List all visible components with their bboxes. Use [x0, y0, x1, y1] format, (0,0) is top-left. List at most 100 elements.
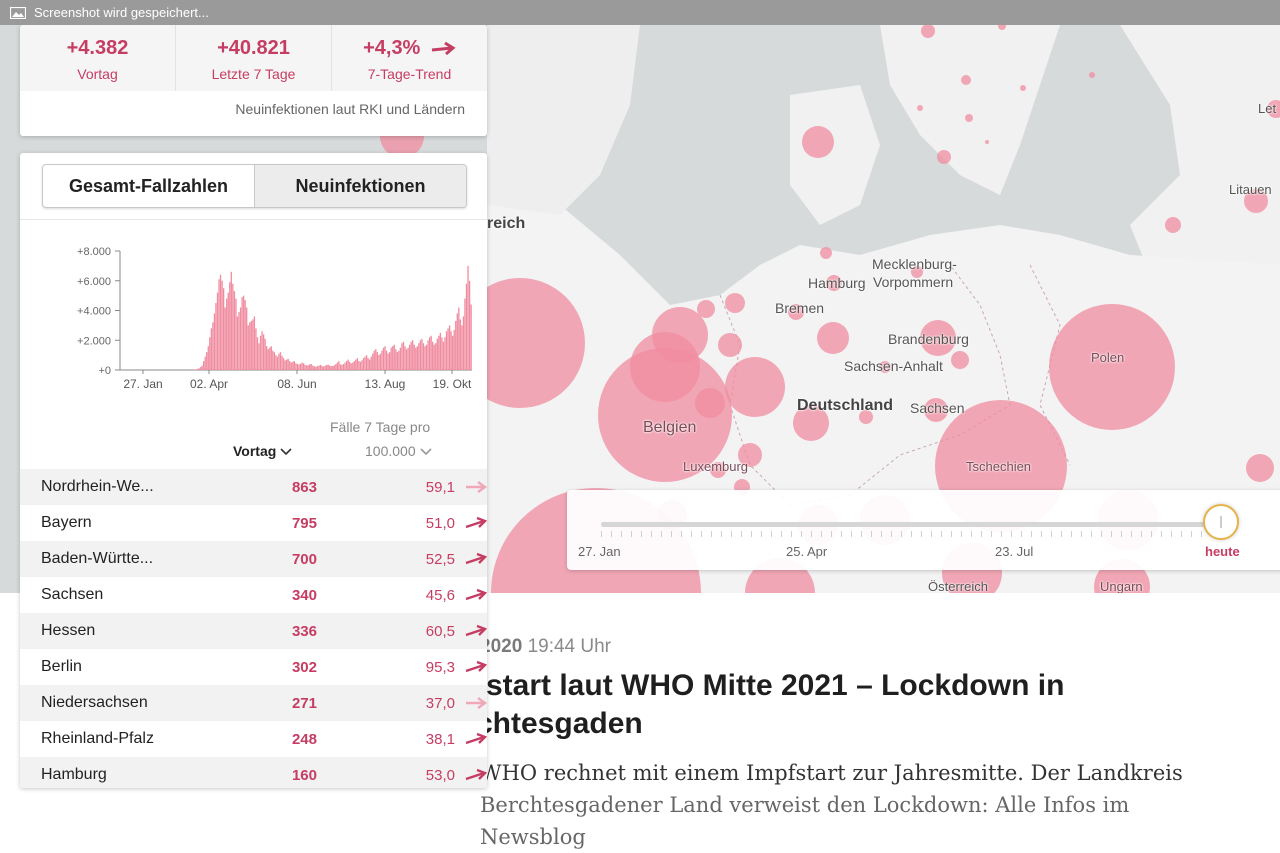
- chart-bar: [424, 346, 425, 370]
- chart-bar: [395, 349, 396, 370]
- chevron-down-icon[interactable]: [280, 448, 292, 456]
- article-headline[interactable]: fstart laut WHO Mitte 2021 – Lockdown in…: [476, 667, 1196, 743]
- headline-line-1[interactable]: fstart laut WHO Mitte 2021 – Lockdown in: [476, 667, 1196, 705]
- chart-bar: [381, 351, 382, 370]
- chart-bar: [238, 312, 239, 370]
- state-name[interactable]: Hamburg: [41, 766, 181, 784]
- chart-bar: [195, 369, 196, 370]
- chart-bar: [464, 299, 465, 370]
- chart-bar: [386, 351, 387, 370]
- chart-bar: [460, 319, 461, 370]
- trend-up-arrow-icon: [465, 768, 487, 782]
- state-vortag: 160: [181, 767, 317, 784]
- map-label-luxemburg: Luxemburg: [683, 459, 748, 474]
- chart-bar: [429, 337, 430, 370]
- timeline-track[interactable]: [601, 522, 1221, 527]
- timeline-handle[interactable]: [1203, 504, 1239, 540]
- timeline-ticks: [601, 531, 1221, 537]
- chart-bar: [369, 360, 370, 370]
- chart-bar: [458, 308, 459, 370]
- trend-right-arrow-icon: [465, 480, 487, 494]
- state-inzidenz: 37,0: [317, 695, 455, 712]
- state-name[interactable]: Nordrhein-We...: [41, 478, 181, 496]
- chart-bar: [229, 282, 230, 370]
- col-header-inzidenz-label[interactable]: 100.000: [365, 443, 416, 459]
- state-vortag: 700: [181, 551, 317, 568]
- state-name[interactable]: Berlin: [41, 658, 181, 676]
- state-name[interactable]: Bayern: [41, 514, 181, 532]
- chart-bar: [252, 319, 253, 370]
- chart-bar: [452, 336, 453, 370]
- map-label-polen: Polen: [1091, 350, 1124, 365]
- state-name[interactable]: Hessen: [41, 622, 181, 640]
- chart-bar: [277, 357, 278, 370]
- chart-bar: [271, 346, 272, 370]
- trend-up-arrow-icon: [465, 516, 487, 530]
- chart-bar: [420, 340, 421, 370]
- chart-bar: [321, 366, 322, 370]
- y-tick-label: +6.000: [77, 276, 111, 288]
- chart-bar: [380, 354, 381, 370]
- chart-bar: [294, 361, 295, 370]
- chart-bar: [447, 328, 448, 370]
- chart-bar: [263, 334, 264, 370]
- state-name[interactable]: Baden-Württe...: [41, 550, 181, 568]
- chevron-down-icon[interactable]: [420, 448, 432, 456]
- col-header-vortag-label[interactable]: Vortag: [233, 443, 276, 459]
- col-header-inzidenz[interactable]: 100.000: [365, 443, 432, 459]
- chart-bar: [217, 293, 218, 370]
- chart-bar: [349, 362, 350, 370]
- chart-bar: [372, 354, 373, 370]
- chart-bar: [323, 366, 324, 370]
- x-tick-label: 27. Jan: [123, 377, 162, 391]
- chart-bar: [212, 322, 213, 370]
- chart-bar: [317, 366, 318, 370]
- state-name[interactable]: Sachsen: [41, 586, 181, 604]
- chart-bar: [235, 299, 236, 370]
- chart-bar: [318, 366, 319, 370]
- headline-line-2[interactable]: chtesgaden: [476, 705, 1196, 743]
- tab-gesamt-fallzahlen[interactable]: Gesamt-Fallzahlen: [43, 165, 254, 207]
- chart-bar: [421, 339, 422, 370]
- chart-bar: [312, 366, 313, 370]
- chart-bar: [357, 358, 358, 370]
- chart-bar: [340, 364, 341, 370]
- chart-bar: [246, 308, 247, 370]
- timeline-label-start: 27. Jan: [578, 544, 621, 559]
- timeline-slider[interactable]: 27. Jan 25. Apr 23. Jul heute: [567, 490, 1280, 570]
- state-name[interactable]: Rheinland-Pfalz: [41, 730, 181, 748]
- col-header-vortag[interactable]: Vortag: [233, 443, 292, 459]
- chart-bar: [274, 352, 275, 370]
- state-inzidenz: 60,5: [317, 623, 455, 640]
- x-tick-label: 19. Okt: [433, 377, 472, 391]
- y-tick-label: +0: [98, 365, 111, 377]
- chart-bar: [314, 366, 315, 370]
- chart-bar: [434, 345, 435, 370]
- chart-bar: [214, 313, 215, 370]
- chart-bar: [268, 349, 269, 370]
- map-label-ungarn: Ungarn: [1100, 579, 1143, 593]
- map-label-sachsen-anhalt: Sachsen-Anhalt: [844, 358, 943, 374]
- lead-line-2: Berchtesgadener Land verweist den Lockdo…: [480, 789, 1240, 853]
- chart-bar: [332, 366, 333, 370]
- chart-bar: [426, 345, 427, 370]
- chart-bar: [303, 363, 304, 370]
- chart-bar: [404, 346, 405, 370]
- chart-bar: [398, 351, 399, 370]
- tab-neuinfektionen[interactable]: Neuinfektionen: [254, 165, 466, 207]
- chart-bar: [449, 325, 450, 370]
- trend-up-arrow-icon: [465, 732, 487, 746]
- state-name[interactable]: Niedersachsen: [41, 694, 181, 712]
- chart-bar: [361, 360, 362, 370]
- chart-bar: [444, 337, 445, 370]
- land-baltics: [1120, 25, 1280, 285]
